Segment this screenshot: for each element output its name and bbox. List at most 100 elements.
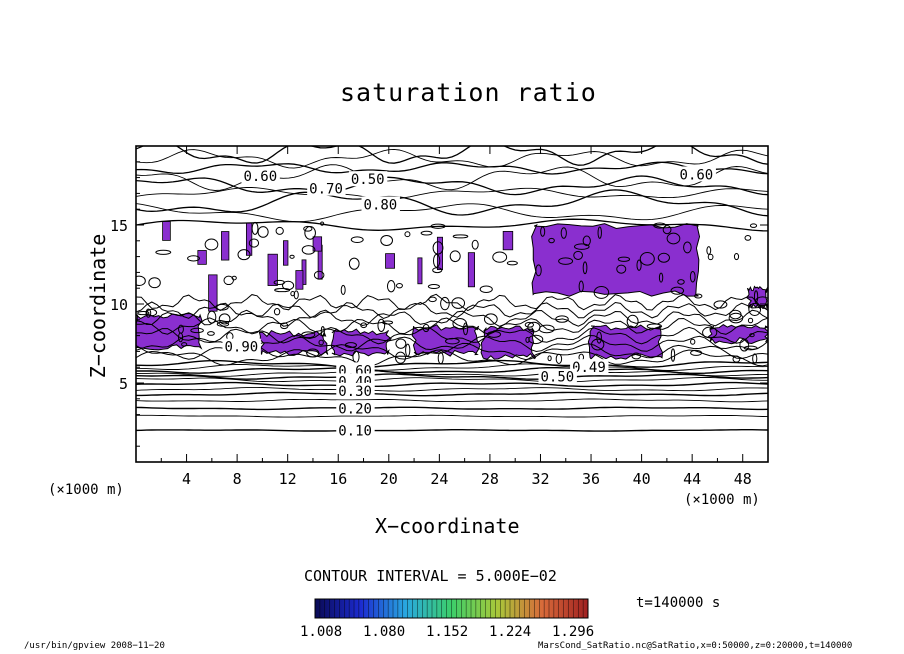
x-tick-label: 40 (633, 470, 651, 488)
contour-blob (257, 226, 269, 238)
contour-blob (596, 331, 602, 344)
contour-blob (231, 275, 237, 281)
contour-blob (449, 250, 461, 263)
contour-blob (748, 302, 762, 316)
contour-blob (662, 225, 672, 235)
contour-blob (187, 255, 200, 262)
contour-line (136, 349, 768, 367)
contour-blob (218, 313, 231, 325)
contour-line (136, 146, 768, 166)
contour-blob (380, 234, 393, 247)
contour-line (136, 363, 768, 371)
contour-blob (713, 300, 728, 309)
contour-blob (352, 350, 360, 364)
contour-blob (658, 272, 664, 283)
contour-blob (506, 260, 518, 266)
contour-line (136, 187, 768, 200)
contour-blob (670, 348, 676, 362)
contour-blob (582, 235, 591, 247)
contour-blob (204, 238, 219, 251)
contour-blob (181, 342, 188, 347)
contour-blob (752, 353, 758, 364)
contour-label-bg (336, 400, 375, 416)
contour-blob (301, 331, 316, 339)
colorbar-tick-label: 1.080 (363, 624, 405, 640)
contour-label-bg (336, 382, 375, 398)
purple-streak (267, 253, 278, 286)
purple-region (330, 328, 392, 357)
contour-label: 0.10 (338, 423, 372, 439)
x-tick-label: 28 (481, 470, 499, 488)
contour-blob (437, 351, 444, 365)
colorbar: 1.008 1.080 1.152 1.224 1.296 (300, 598, 594, 640)
contour-blob (395, 351, 407, 364)
contour-lines (136, 146, 768, 432)
contour-blob (452, 234, 469, 239)
contour-blob (706, 246, 712, 255)
contour-blob (320, 221, 325, 226)
contour-line (136, 148, 768, 169)
contour-blob (306, 348, 320, 358)
contour-blob (639, 252, 655, 266)
contour-blob (427, 284, 440, 290)
contour-label: 0.49 (572, 360, 606, 376)
contour-line (136, 373, 768, 380)
contour-blob (591, 338, 605, 351)
contour-blob (248, 238, 260, 248)
x-tick-label: 20 (380, 470, 398, 488)
contour-line (136, 414, 768, 418)
colorbar-tick-label: 1.008 (300, 624, 342, 640)
contour-label-bg (336, 422, 375, 438)
contour-blob (560, 227, 567, 239)
contour-label-bg (361, 196, 400, 212)
purple-streak (162, 221, 171, 241)
x-tick-label: 32 (531, 470, 549, 488)
x-tick-label: 36 (582, 470, 600, 488)
contour-line (136, 429, 768, 432)
contour-blob (440, 296, 450, 311)
contour-blob (148, 277, 161, 289)
contour-blob (275, 226, 284, 235)
contour-blob (547, 355, 552, 362)
contour-blob (395, 338, 407, 349)
contour-blob (558, 257, 574, 265)
contour-blob (445, 337, 460, 345)
contour-blob (749, 223, 758, 228)
contour-blob (677, 279, 685, 285)
purple-streak (502, 230, 514, 251)
contour-label-bg (348, 171, 388, 187)
purple-region (136, 313, 203, 351)
contour-blob (404, 231, 411, 238)
purple-streak (417, 257, 423, 285)
purple-region (531, 223, 701, 297)
contour-label: 0.20 (338, 401, 372, 417)
contour-line (136, 367, 768, 374)
contour-blob (452, 318, 467, 330)
contour-blob (631, 352, 642, 360)
contour-blob (207, 331, 215, 336)
contour-blob (432, 241, 444, 255)
contour-blob (646, 323, 662, 329)
contour-blob (728, 312, 744, 324)
contour-blob (578, 280, 584, 293)
colorbar-tick-label: 1.152 (426, 624, 468, 640)
contour-blob (617, 256, 631, 262)
contour-blob (280, 322, 289, 330)
purple-streak (467, 252, 475, 288)
colorbar-tick-label: 1.224 (489, 624, 531, 640)
contour-blob (749, 333, 755, 338)
contour-labels: 0.600.700.500.800.600.900.600.400.300.20… (222, 166, 716, 439)
contour-blob (616, 264, 627, 274)
chart-title: saturation ratio (340, 78, 597, 107)
contour-line (136, 301, 768, 320)
contour-label-bg (538, 368, 577, 384)
contour-line (136, 391, 768, 397)
contour-blob (145, 308, 152, 318)
contour-blob (273, 308, 281, 316)
contour-blob (237, 249, 251, 261)
y-tick-label: 5 (119, 375, 128, 393)
contour-blob (524, 321, 535, 328)
contour-blob (340, 284, 346, 295)
contour-blob (289, 254, 295, 259)
